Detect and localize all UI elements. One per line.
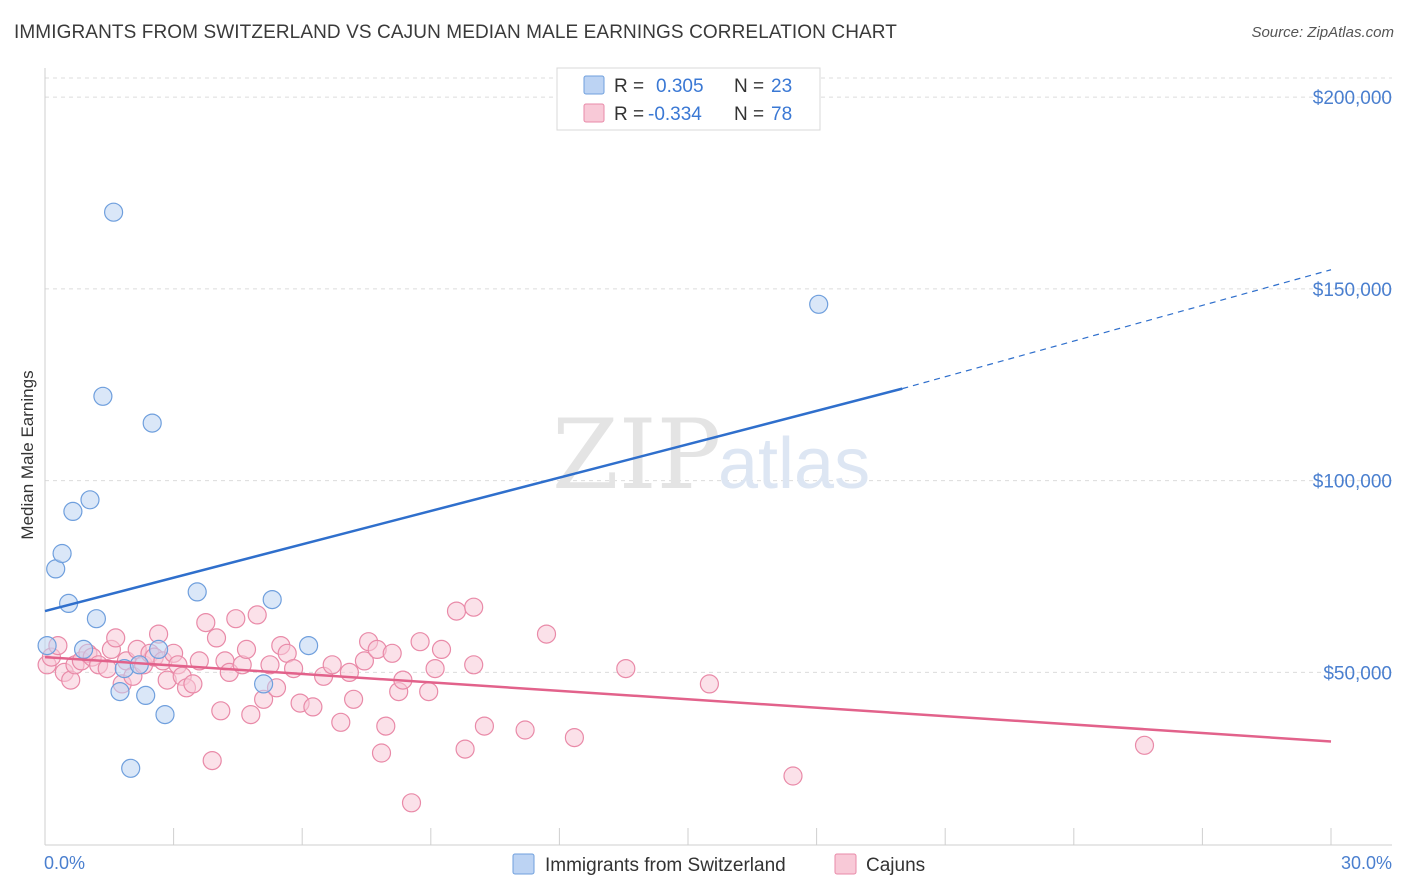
y-tick-label-200000: $200,000 — [1313, 88, 1392, 109]
legend-label-cajuns: Cajuns — [866, 855, 925, 876]
switzerland-trendline-extension — [902, 269, 1332, 390]
switzerland-point-18 — [187, 582, 207, 602]
cajuns-point-69 — [474, 716, 494, 736]
gridlines — [45, 77, 1392, 673]
stats-swatch-blue — [583, 75, 605, 95]
legend-swatch-switzerland — [512, 853, 535, 875]
cajuns-point-67 — [455, 739, 475, 759]
cajuns-point-76 — [783, 766, 803, 786]
watermark-zip: ZIP — [552, 399, 721, 511]
cajuns-point-49 — [322, 655, 342, 675]
x-tick-marks — [173, 828, 1332, 845]
switzerland-point-12 — [121, 758, 141, 778]
switzerland-point-17 — [155, 704, 175, 725]
y-tick-label-100000: $100,000 — [1313, 472, 1392, 493]
y-tick-labels: $50,000 $100,000 $150,000 $200,000 — [1313, 88, 1392, 684]
cajuns-point-32 — [211, 701, 231, 721]
cajuns-point-37 — [236, 639, 257, 660]
cajuns-point-31 — [206, 628, 227, 648]
switzerland-point-5 — [73, 639, 94, 660]
switzerland-point-0 — [37, 635, 57, 656]
stats-r-label-2: R = — [614, 104, 644, 125]
trendlines — [44, 269, 1332, 743]
switzerland-trendline — [44, 387, 903, 613]
cajuns-point-73 — [564, 727, 585, 748]
cajuns-point-64 — [425, 658, 445, 679]
switzerland-point-2 — [52, 543, 72, 564]
switzerland-point-19 — [254, 674, 274, 694]
cajuns-point-75 — [699, 674, 720, 694]
stats-swatch-pink — [583, 103, 605, 123]
switzerland-point-22 — [809, 294, 829, 314]
cajuns-point-56 — [371, 743, 392, 763]
cajuns-point-29 — [196, 612, 216, 633]
stats-n-value-2: 78 — [771, 104, 792, 125]
cajuns-point-30 — [202, 750, 222, 771]
stats-n-label-1: N = — [734, 76, 764, 97]
watermark-atlas: atlas — [718, 424, 870, 504]
cajuns-point-63 — [419, 681, 439, 702]
cajuns-point-58 — [382, 643, 402, 663]
cajuns-point-62 — [410, 632, 430, 652]
x-tick-label-min: 0.0% — [44, 853, 85, 873]
switzerland-point-16 — [149, 639, 169, 660]
watermark: ZIP atlas — [552, 399, 870, 511]
x-tick-label-max: 30.0% — [1341, 853, 1392, 873]
switzerland-point-8 — [93, 386, 113, 406]
stats-box: R = 0.305 N = 23 R = -0.334 N = 78 — [556, 67, 821, 131]
x-tick-labels: 0.0% 30.0% — [44, 853, 1392, 873]
cajuns-trendline — [44, 655, 1332, 743]
cajuns-point-66 — [446, 601, 467, 621]
legend-label-switzerland: Immigrants from Switzerland — [545, 855, 786, 876]
stats-r-value-2: -0.334 — [648, 104, 702, 125]
switzerland-points — [37, 202, 829, 778]
cajuns-point-71 — [515, 720, 535, 740]
cajuns-point-12 — [106, 628, 126, 648]
switzerland-point-21 — [299, 635, 319, 656]
cajuns-point-39 — [247, 605, 267, 625]
cajuns-point-61 — [401, 793, 422, 813]
cajuns-point-50 — [331, 712, 351, 732]
y-tick-label-50000: $50,000 — [1323, 663, 1392, 684]
cajuns-points — [37, 597, 1155, 813]
legend: Immigrants from Switzerland Cajuns — [512, 853, 925, 876]
stats-n-label-2: N = — [734, 104, 764, 125]
legend-swatch-cajuns — [834, 853, 857, 875]
chart-title: IMMIGRANTS FROM SWITZERLAND VS CAJUN MED… — [14, 22, 897, 43]
cajuns-point-53 — [354, 651, 374, 671]
cajuns-point-47 — [303, 697, 323, 717]
cajuns-point-77 — [1134, 735, 1155, 755]
cajuns-point-27 — [183, 674, 203, 694]
switzerland-point-14 — [136, 685, 156, 706]
switzerland-point-10 — [110, 681, 130, 702]
stats-n-value-1: 23 — [771, 76, 792, 97]
switzerland-point-7 — [86, 609, 107, 629]
source-label: Source: ZipAtlas.com — [1251, 24, 1394, 41]
y-tick-label-150000: $150,000 — [1313, 280, 1392, 301]
cajuns-point-74 — [616, 658, 636, 679]
cajuns-point-28 — [189, 651, 209, 671]
y-axis-label: Median Male Earnings — [18, 370, 37, 539]
stats-r-value-1: 0.305 — [656, 76, 704, 97]
cajuns-point-72 — [536, 624, 557, 644]
switzerland-point-9 — [103, 202, 124, 222]
cajuns-point-52 — [344, 689, 364, 709]
switzerland-point-20 — [262, 589, 282, 610]
cajuns-point-65 — [431, 639, 452, 660]
cajuns-point-35 — [226, 609, 246, 629]
cajuns-point-68 — [464, 597, 484, 617]
cajuns-point-57 — [376, 716, 396, 736]
switzerland-point-6 — [80, 490, 100, 510]
switzerland-point-4 — [63, 501, 83, 521]
cajuns-point-70 — [464, 655, 484, 675]
stats-r-label-1: R = — [614, 76, 644, 97]
cajuns-point-41 — [260, 655, 280, 675]
switzerland-point-15 — [142, 413, 162, 433]
cajuns-point-38 — [241, 704, 261, 725]
